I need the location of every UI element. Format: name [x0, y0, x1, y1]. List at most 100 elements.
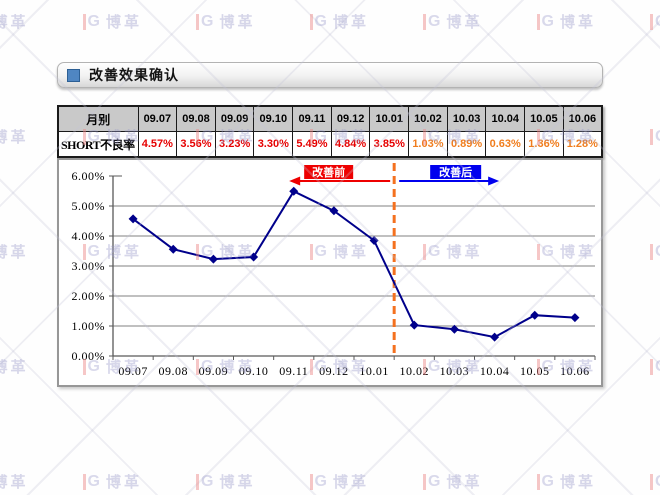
data-point-marker: [249, 252, 259, 262]
brand-watermark: G博革: [0, 14, 28, 30]
brand-watermark-text: 博革: [219, 473, 256, 491]
brand-watermark: G博革: [650, 244, 660, 260]
brand-watermark-text: 博革: [559, 13, 596, 31]
brand-logo-icon: G: [82, 14, 100, 30]
after-arrowhead-icon: [488, 176, 500, 186]
x-tick-label: 10.05: [520, 364, 550, 378]
data-point-marker: [409, 320, 419, 330]
y-tick-label: 6.00%: [72, 169, 106, 183]
brand-watermark: G 博革: [309, 473, 369, 491]
chart-panel: 0.00% 1.00% 2.00% 3.00% 4.00% 5.00% 6.00% 09.07…: [57, 158, 603, 387]
data-point-marker: [530, 310, 540, 320]
rate-value-cell: 0.89%: [446, 131, 487, 158]
brand-watermark-text: 博革: [0, 473, 29, 491]
rate-value-cell: 3.30%: [253, 131, 294, 158]
brand-watermark-text: 博革: [332, 473, 369, 491]
rate-value-cell: 4.57%: [137, 131, 178, 158]
data-point-marker: [289, 186, 299, 196]
rate-value-cell: 1.03%: [408, 131, 448, 158]
page-title: 改善效果确认: [89, 67, 179, 83]
brand-watermark-text: 博革: [105, 13, 142, 31]
brand-logo-icon: G: [650, 474, 660, 490]
month-header-cell: 09.10: [253, 105, 294, 132]
x-tick-label: 10.02: [400, 364, 430, 378]
x-tick-label: 09.08: [159, 364, 189, 378]
x-tick-label: 09.11: [279, 364, 308, 378]
x-tick-label: 10.06: [560, 364, 590, 378]
brand-logo-icon: G: [309, 14, 327, 30]
brand-logo-icon: G: [196, 14, 213, 30]
month-header-cell: 10.03: [446, 105, 487, 132]
brand-logo-icon: G: [309, 474, 327, 490]
brand-watermark: G博革: [0, 474, 28, 490]
after-label: 改善后: [439, 165, 472, 179]
data-point-marker: [329, 206, 339, 216]
rate-value-cell: 5.49%: [292, 131, 332, 158]
brand-logo-icon: G: [650, 244, 660, 260]
y-tick-label: 3.00%: [72, 259, 106, 273]
data-point-marker: [449, 324, 459, 334]
brand-logo-icon: G: [536, 474, 554, 490]
x-tick-label: 10.01: [359, 364, 389, 378]
brand-watermark: G 博革: [82, 13, 142, 31]
brand-logo-icon: G: [423, 14, 440, 30]
rate-value-cell: 1.28%: [562, 131, 603, 158]
month-header-cell: 09.12: [330, 105, 371, 132]
data-point-marker: [208, 254, 218, 264]
brand-watermark-text: 博革: [219, 13, 256, 31]
month-header-cell: 10.06: [562, 105, 603, 132]
brand-watermark: G博革: [0, 359, 28, 375]
y-tick-label: 2.00%: [72, 289, 106, 303]
x-tick-label: 09.09: [199, 364, 229, 378]
line-chart: 0.00% 1.00% 2.00% 3.00% 4.00% 5.00% 6.00% 09.07…: [72, 163, 596, 378]
series-line: [132, 190, 575, 339]
rate-value-cell: 0.63%: [485, 131, 526, 158]
corner-cell: 月别: [57, 105, 139, 132]
month-header-cell: 10.02: [408, 105, 448, 132]
brand-watermark: G博革: [650, 14, 660, 30]
brand-watermark-text: 博革: [446, 13, 483, 31]
brand-watermark-text: 博革: [0, 243, 29, 261]
x-tick-label: 09.07: [118, 364, 148, 378]
x-tick-label: 09.10: [239, 364, 268, 378]
brand-watermark: G博革: [650, 129, 660, 145]
brand-logo-icon: G: [82, 474, 100, 490]
rate-value-cell: 3.56%: [176, 131, 216, 158]
x-tick-label: 10.04: [480, 364, 510, 378]
brand-logo-icon: G: [536, 14, 554, 30]
month-header-cell: 09.11: [292, 105, 332, 132]
brand-logo-icon: G: [423, 474, 440, 490]
brand-watermark-text: 博革: [0, 13, 29, 31]
month-header-cell: 10.01: [369, 105, 410, 132]
brand-watermark: G博革: [650, 474, 660, 490]
month-header-cell: 10.04: [485, 105, 526, 132]
month-header-cell: 10.05: [524, 105, 564, 132]
y-tick-label: 4.00%: [72, 229, 106, 243]
brand-watermark: G博革: [650, 359, 660, 375]
brand-watermark: G 博革: [536, 473, 596, 491]
y-tick-label: 5.00%: [72, 199, 106, 213]
after-label-box: [430, 165, 482, 179]
brand-watermark-text: 博革: [105, 473, 142, 491]
brand-logo-icon: G: [650, 14, 660, 30]
data-point-marker: [369, 236, 379, 245]
before-arrowhead-icon: [289, 176, 301, 186]
brand-watermark: G 博革: [423, 14, 482, 30]
brand-watermark: G博革: [0, 129, 28, 145]
x-tick-label: 09.12: [319, 364, 349, 378]
x-tick-label: 10.03: [440, 364, 470, 378]
brand-watermark-text: 博革: [0, 358, 29, 376]
rate-value-cell: 3.23%: [214, 131, 255, 158]
brand-logo-icon: G: [650, 129, 660, 145]
brand-watermark-text: 博革: [559, 473, 596, 491]
y-tick-label: 1.00%: [72, 319, 106, 333]
brand-logo-icon: G: [196, 474, 213, 490]
before-label: 改善前: [312, 165, 345, 179]
brand-watermark-text: 博革: [0, 128, 29, 146]
brand-watermark: G 博革: [536, 13, 596, 31]
table-header-row: 月别 09.07 09.08 09.09 09.10 09.11 09.12 10.01 10…: [57, 105, 603, 132]
brand-watermark: G博革: [0, 244, 28, 260]
month-header-cell: 09.07: [137, 105, 178, 132]
